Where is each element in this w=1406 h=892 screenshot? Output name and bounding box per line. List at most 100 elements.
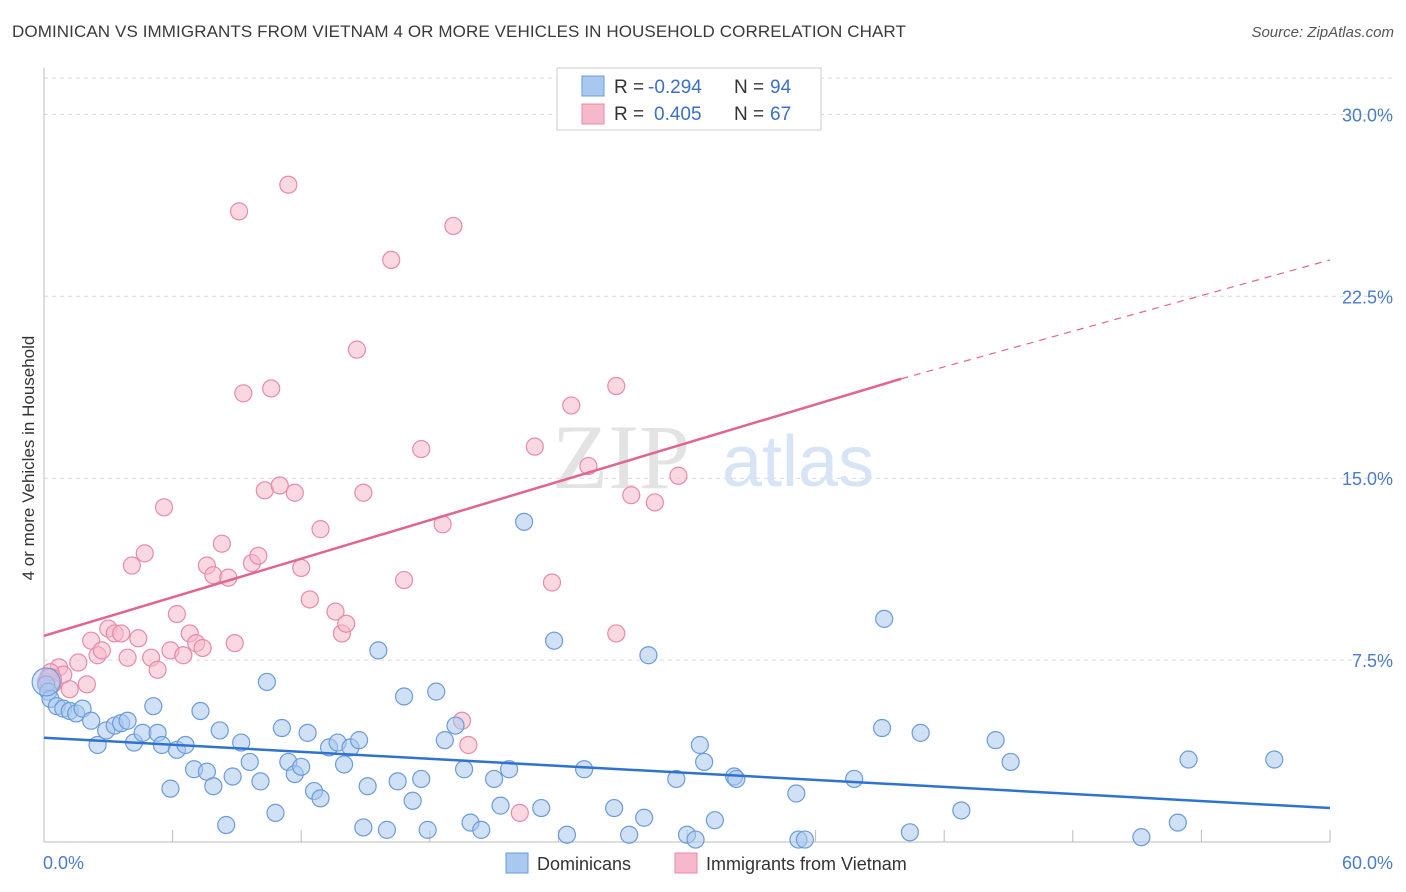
vietnam-point [510, 803, 529, 822]
dominican-point [845, 769, 864, 789]
dominican-point [545, 631, 564, 650]
vietnam-point [562, 396, 581, 415]
legend-r-label-1: R = [614, 77, 644, 98]
dominican-point [210, 721, 229, 740]
vietnam-point [270, 476, 289, 495]
dominican-point [217, 815, 236, 835]
dominican-point [1001, 752, 1020, 772]
legend-r-value-2: 0.405 [654, 104, 702, 125]
vietnam-point [669, 466, 688, 485]
gridlines [44, 77, 1392, 661]
dominican-point [795, 830, 814, 849]
vietnam-point [607, 376, 626, 396]
dominican-point [575, 760, 594, 779]
dominican-point [257, 672, 277, 692]
watermark: ZIP atlas [552, 406, 874, 508]
watermark-zip: ZIP [552, 406, 690, 508]
dominican-point [690, 735, 709, 755]
legend-r-label-2: R = [614, 104, 644, 125]
bottom-legend-vietnam: Immigrants from Vietnam [706, 854, 907, 874]
vietnam-point [249, 546, 268, 565]
vietnam-point [645, 493, 664, 512]
dominican-point [191, 701, 210, 721]
dominican-point [204, 777, 223, 796]
trend-lines [43, 259, 1331, 810]
dominican-point [388, 772, 407, 791]
dominican-point [1168, 813, 1187, 832]
vietnam-point [394, 570, 414, 590]
dominican-point [118, 711, 137, 730]
dominican-point [418, 820, 437, 839]
legend-swatch-vietnam [581, 103, 605, 125]
dominican-point [911, 723, 930, 742]
y-tick-label: 15.0% [1342, 469, 1393, 489]
dominican-point [161, 779, 180, 798]
dominican-point [358, 777, 377, 796]
vietnam-point [347, 340, 367, 359]
vietnam-point [135, 544, 154, 563]
vietnam-point [225, 634, 244, 653]
dominican-point [491, 796, 510, 815]
dominican-point [472, 820, 491, 839]
dominican-point [635, 808, 654, 827]
dominican-point [412, 769, 431, 789]
dominican-point [727, 769, 746, 789]
dominican-point [266, 803, 285, 822]
vietnam-trend-extension [901, 259, 1331, 380]
y-tick-label: 30.0% [1342, 105, 1393, 125]
vietnam-point [444, 216, 463, 236]
dominican-point [695, 752, 714, 772]
dominican-point [298, 723, 317, 742]
vietnam-point [122, 556, 141, 575]
vietnam-point [60, 680, 79, 699]
legend-n-label-2: N = [734, 104, 764, 125]
dominican-point [532, 798, 551, 818]
legend-r-value-1: -0.294 [648, 77, 702, 98]
vietnam-point [69, 653, 88, 672]
dominican-point [292, 757, 311, 776]
vietnam-point [412, 439, 431, 459]
vietnam-point [112, 624, 131, 643]
dominican-point [639, 646, 658, 665]
vietnam-point [204, 566, 223, 585]
legend-swatch-dominicans [581, 75, 605, 97]
dominican-point [485, 769, 504, 789]
dominican-point [446, 716, 465, 735]
vietnam-point [167, 604, 186, 624]
watermark-atlas: atlas [722, 422, 874, 502]
vietnam-point [525, 437, 544, 456]
dominican-point [223, 767, 242, 786]
vietnam-point [622, 486, 641, 505]
dominican-point [952, 801, 971, 820]
source-label: Source: ZipAtlas.com [1251, 24, 1394, 41]
vietnam-point [148, 660, 167, 679]
dominican-point [251, 772, 270, 791]
vietnam-point [459, 735, 478, 755]
dominican-point [705, 811, 724, 830]
dominican-point [620, 825, 639, 844]
vietnam-point [300, 590, 319, 609]
chart-title: DOMINICAN VS IMMIGRANTS FROM VIETNAM 4 O… [12, 22, 906, 41]
legend-n-label-1: N = [734, 77, 764, 98]
y-tick-label: 22.5% [1342, 287, 1393, 307]
vietnam-point [77, 675, 96, 694]
dominican-point [377, 820, 397, 839]
legend-n-value-2: 67 [770, 104, 791, 125]
vietnam-trend-line [43, 377, 902, 638]
y-tick-labels: 7.5% 15.0% 22.5% 30.0% [1342, 105, 1393, 671]
vietnam-point [542, 573, 562, 592]
dominican-point-cluster [31, 667, 61, 697]
dominican-point [1179, 750, 1198, 769]
vietnam-point [607, 624, 626, 643]
dominican-point [435, 731, 454, 750]
dominican-trend-line [43, 736, 1331, 810]
dominican-point [872, 718, 892, 738]
legend-n-value-1: 94 [770, 77, 792, 98]
dominican-point [986, 731, 1005, 750]
vietnam-point [92, 641, 111, 660]
vietnam-point [311, 520, 330, 539]
vietnam-point [337, 614, 356, 633]
dominican-point [667, 769, 686, 789]
dominican-point [1132, 828, 1151, 847]
